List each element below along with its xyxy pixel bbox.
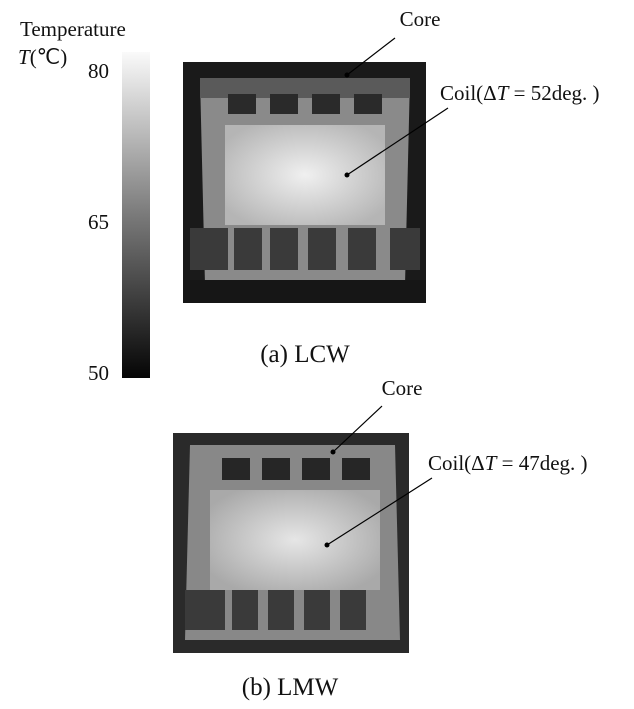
coil-suffix: = 47deg. ) [496,451,587,475]
colorbar [122,52,150,378]
colorbar-unit: T(℃) [18,45,67,69]
thermal-image-b [173,433,409,653]
leader-dot [345,73,350,78]
figure: Temperature T(℃) 80 65 50 Core Coil(ΔT = 52… [0,0,634,709]
colorbar-tick-label: 80 [88,59,109,83]
unit: (℃) [30,45,68,69]
colorbar-tick-label: 50 [88,361,109,385]
caption: (a) LCW [260,341,350,368]
core-label: Core [400,7,441,31]
leader-dot [331,450,336,455]
coil-suffix: = 52deg. ) [508,81,599,105]
coil-label: Coil(ΔT = 52deg. ) [440,81,600,105]
core-label: Core [382,376,423,400]
coil-label: Coil(ΔT = 47deg. ) [428,451,588,475]
leader-dot [345,173,350,178]
colorbar-tick-label: 65 [88,210,109,234]
colorbar-title: Temperature [20,17,126,41]
coil-prefix: Coil(Δ [440,81,497,105]
coil-prefix: Coil(Δ [428,451,485,475]
caption: (b) LMW [242,674,339,701]
leader-dot [325,543,330,548]
thermal-image-a [183,62,426,303]
